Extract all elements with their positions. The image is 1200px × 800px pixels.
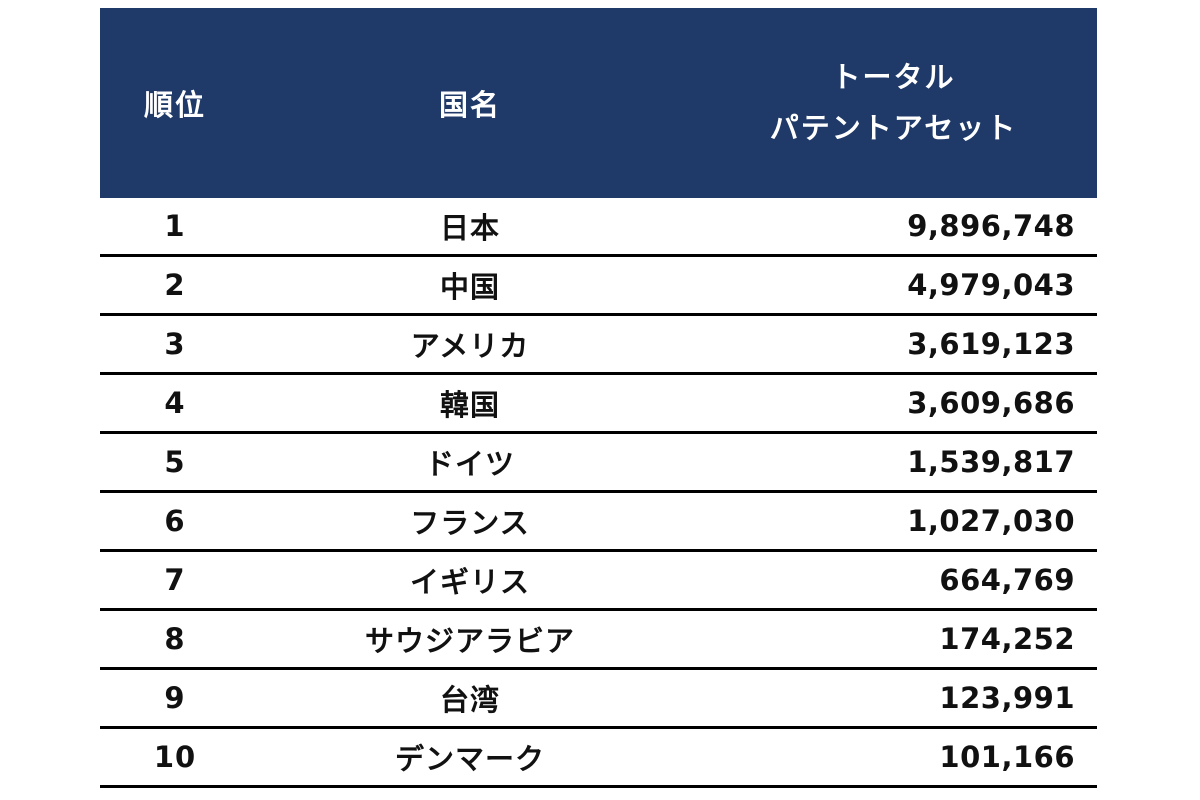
total-cell: 1,539,817	[907, 445, 1075, 479]
table-row: 9 台湾 123,991	[100, 670, 1097, 729]
table-row: 4 韓国 3,609,686	[100, 375, 1097, 434]
table-row: 10 デンマーク 101,166	[100, 729, 1097, 788]
header-rank: 順位	[143, 88, 206, 122]
rank-cell: 3	[164, 327, 186, 361]
table-body: 1 日本 9,896,748 2 中国 4,979,043 3 アメリカ 3,6…	[100, 198, 1097, 788]
rank-cell: 9	[164, 681, 186, 715]
rank-cell: 1	[164, 209, 186, 243]
table-row: 1 日本 9,896,748	[100, 198, 1097, 257]
table-row: 7 イギリス 664,769	[100, 552, 1097, 611]
country-cell: 韓国	[439, 388, 500, 422]
total-cell: 664,769	[939, 563, 1075, 597]
total-cell: 101,166	[939, 740, 1075, 774]
header-total-line2: パテントアセット	[769, 111, 1018, 145]
country-cell: アメリカ	[410, 329, 530, 363]
table-row: 5 ドイツ 1,539,817	[100, 434, 1097, 493]
rank-cell: 10	[153, 740, 197, 774]
header-total-line1: トータル	[831, 60, 956, 95]
rank-cell: 8	[164, 622, 186, 656]
total-cell: 1,027,030	[907, 504, 1075, 538]
total-cell: 3,619,123	[907, 327, 1075, 361]
header-country: 国名	[438, 88, 501, 122]
table-row: 6 フランス 1,027,030	[100, 493, 1097, 552]
rank-cell: 5	[164, 445, 186, 479]
patent-asset-ranking-table: 順位 国名 トータル パテントアセット 1 日本 9,896,748 2 中国 …	[100, 8, 1097, 788]
table-row: 2 中国 4,979,043	[100, 257, 1097, 316]
rank-cell: 4	[164, 386, 186, 420]
rank-cell: 2	[164, 268, 186, 302]
rank-cell: 6	[164, 504, 186, 538]
table-header-row: 順位 国名 トータル パテントアセット	[100, 8, 1097, 198]
country-cell: サウジアラビア	[364, 624, 575, 658]
country-cell: デンマーク	[394, 742, 545, 776]
header-total: トータル パテントアセット	[690, 60, 1097, 146]
country-cell: 日本	[439, 211, 500, 245]
rank-cell: 7	[164, 563, 186, 597]
table-row: 8 サウジアラビア 174,252	[100, 611, 1097, 670]
total-cell: 3,609,686	[907, 386, 1075, 420]
country-cell: 台湾	[439, 683, 500, 717]
total-cell: 174,252	[939, 622, 1075, 656]
country-cell: ドイツ	[424, 447, 515, 481]
total-cell: 9,896,748	[907, 209, 1075, 243]
table-row: 3 アメリカ 3,619,123	[100, 316, 1097, 375]
total-cell: 123,991	[939, 681, 1075, 715]
country-cell: フランス	[410, 506, 530, 540]
country-cell: 中国	[439, 270, 500, 304]
country-cell: イギリス	[409, 565, 530, 599]
total-cell: 4,979,043	[907, 268, 1075, 302]
